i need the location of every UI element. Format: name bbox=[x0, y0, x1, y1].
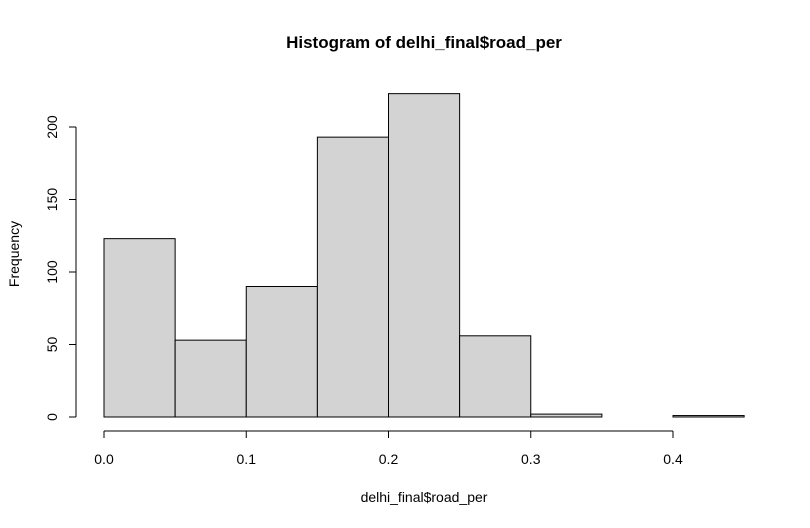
chart-title: Histogram of delhi_final$road_per bbox=[286, 33, 562, 52]
x-tick-label: 0.3 bbox=[521, 451, 541, 467]
y-axis-label: Frequency bbox=[6, 221, 22, 287]
histogram-bar bbox=[316, 136, 390, 418]
histogram-bar bbox=[459, 335, 532, 418]
x-tick-label: 0.0 bbox=[94, 451, 114, 467]
bars-group bbox=[103, 93, 745, 418]
x-axis-label: delhi_final$road_per bbox=[361, 489, 488, 505]
y-tick-label: 200 bbox=[44, 115, 60, 139]
x-axis: 0.0 0.1 0.2 0.3 0.4 bbox=[94, 430, 683, 467]
histogram-bar bbox=[245, 286, 318, 418]
y-tick-label: 0 bbox=[44, 413, 60, 421]
histogram-bar bbox=[103, 238, 176, 418]
x-tick-label: 0.2 bbox=[379, 451, 399, 467]
histogram-bar bbox=[174, 339, 247, 418]
histogram-bar bbox=[530, 413, 603, 418]
y-tick-label: 100 bbox=[44, 260, 60, 284]
y-axis: 0 50 100 150 200 bbox=[44, 115, 77, 421]
x-tick-label: 0.4 bbox=[663, 451, 683, 467]
histogram-bar bbox=[672, 415, 745, 418]
y-tick-label: 150 bbox=[44, 188, 60, 212]
y-tick-label: 50 bbox=[44, 337, 60, 353]
x-tick-label: 0.1 bbox=[237, 451, 257, 467]
histogram-bar bbox=[388, 93, 461, 418]
